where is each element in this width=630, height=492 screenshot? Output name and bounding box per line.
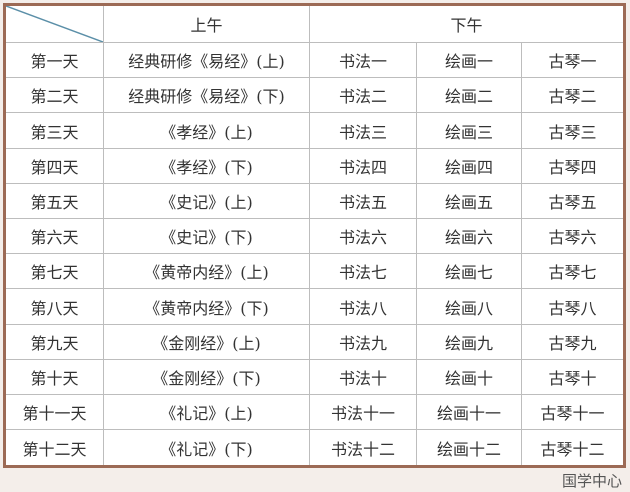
calligraphy-cell: 书法八 bbox=[309, 288, 417, 325]
watermark: 国学中心 bbox=[561, 472, 622, 490]
table-row: 第七天 《黄帝内经》(上) 书法七 绘画七 古琴七 bbox=[4, 253, 625, 290]
morning-cell: 《金刚经》(下) bbox=[103, 358, 310, 396]
painting-cell: 绘画七 bbox=[416, 253, 522, 290]
header-row: 上午 下午 bbox=[4, 4, 625, 43]
calligraphy-cell: 书法五 bbox=[309, 182, 417, 220]
table-row: 第十天 《金刚经》(下) 书法十 绘画十 古琴十 bbox=[4, 358, 625, 396]
calligraphy-cell: 书法一 bbox=[309, 41, 417, 79]
guqin-cell: 古琴四 bbox=[521, 147, 625, 184]
morning-cell: 《孝经》(下) bbox=[103, 147, 310, 184]
calligraphy-cell: 书法十 bbox=[309, 358, 417, 396]
table-row: 第九天 《金刚经》(上) 书法九 绘画九 古琴九 bbox=[4, 323, 625, 360]
calligraphy-cell: 书法二 bbox=[309, 77, 417, 114]
diagonal-header-cell bbox=[4, 4, 104, 43]
morning-cell: 《礼记》(下) bbox=[103, 429, 310, 467]
painting-cell: 绘画十 bbox=[416, 358, 522, 396]
guqin-cell: 古琴九 bbox=[521, 323, 625, 360]
day-cell: 第二天 bbox=[4, 77, 104, 114]
guqin-cell: 古琴二 bbox=[521, 77, 625, 114]
calligraphy-cell: 书法三 bbox=[309, 112, 417, 149]
calligraphy-cell: 书法十二 bbox=[309, 429, 417, 467]
day-cell: 第六天 bbox=[4, 218, 104, 255]
schedule-table: 上午 下午 第一天 经典研修《易经》(上) 书法一 绘画一 古琴一 第二天 经典研修《易经》… bbox=[3, 3, 626, 468]
guqin-cell: 古琴十二 bbox=[521, 429, 625, 467]
guqin-cell: 古琴一 bbox=[521, 41, 625, 79]
table-row: 第六天 《史记》(下) 书法六 绘画六 古琴六 bbox=[4, 218, 625, 255]
day-cell: 第五天 bbox=[4, 182, 104, 220]
day-cell: 第八天 bbox=[4, 288, 104, 325]
painting-cell: 绘画五 bbox=[416, 182, 522, 220]
day-cell: 第十二天 bbox=[4, 429, 104, 467]
morning-cell: 《金刚经》(上) bbox=[103, 323, 310, 360]
calligraphy-cell: 书法十一 bbox=[309, 394, 417, 431]
day-cell: 第一天 bbox=[4, 41, 104, 79]
morning-cell: 经典研修《易经》(下) bbox=[103, 77, 310, 114]
table-row: 第十一天 《礼记》(上) 书法十一 绘画十一 古琴十一 bbox=[4, 394, 625, 431]
morning-cell: 《黄帝内经》(上) bbox=[103, 253, 310, 290]
painting-cell: 绘画六 bbox=[416, 218, 522, 255]
painting-cell: 绘画十一 bbox=[416, 394, 522, 431]
calligraphy-cell: 书法四 bbox=[309, 147, 417, 184]
painting-cell: 绘画十二 bbox=[416, 429, 522, 467]
painting-cell: 绘画九 bbox=[416, 323, 522, 360]
day-cell: 第七天 bbox=[4, 253, 104, 290]
guqin-cell: 古琴十 bbox=[521, 358, 625, 396]
guqin-cell: 古琴七 bbox=[521, 253, 625, 290]
day-cell: 第十天 bbox=[4, 358, 104, 396]
guqin-cell: 古琴五 bbox=[521, 182, 625, 220]
table-row: 第五天 《史记》(上) 书法五 绘画五 古琴五 bbox=[4, 182, 625, 220]
table-row: 第八天 《黄帝内经》(下) 书法八 绘画八 古琴八 bbox=[4, 288, 625, 325]
guqin-cell: 古琴十一 bbox=[521, 394, 625, 431]
table-row: 第一天 经典研修《易经》(上) 书法一 绘画一 古琴一 bbox=[4, 41, 625, 79]
painting-cell: 绘画八 bbox=[416, 288, 522, 325]
morning-cell: 《史记》(下) bbox=[103, 218, 310, 255]
table-row: 第十二天 《礼记》(下) 书法十二 绘画十二 古琴十二 bbox=[4, 429, 625, 467]
morning-cell: 经典研修《易经》(上) bbox=[103, 41, 310, 79]
guqin-cell: 古琴三 bbox=[521, 112, 625, 149]
day-cell: 第四天 bbox=[4, 147, 104, 184]
guqin-cell: 古琴八 bbox=[521, 288, 625, 325]
table-row: 第四天 《孝经》(下) 书法四 绘画四 古琴四 bbox=[4, 147, 625, 184]
header-afternoon: 下午 bbox=[309, 4, 625, 43]
day-cell: 第十一天 bbox=[4, 394, 104, 431]
day-cell: 第九天 bbox=[4, 323, 104, 360]
painting-cell: 绘画一 bbox=[416, 41, 522, 79]
day-cell: 第三天 bbox=[4, 112, 104, 149]
calligraphy-cell: 书法六 bbox=[309, 218, 417, 255]
morning-cell: 《黄帝内经》(下) bbox=[103, 288, 310, 325]
painting-cell: 绘画二 bbox=[416, 77, 522, 114]
header-morning: 上午 bbox=[103, 4, 310, 43]
painting-cell: 绘画四 bbox=[416, 147, 522, 184]
calligraphy-cell: 书法九 bbox=[309, 323, 417, 360]
morning-cell: 《史记》(上) bbox=[103, 182, 310, 220]
guqin-cell: 古琴六 bbox=[521, 218, 625, 255]
table-row: 第三天 《孝经》(上) 书法三 绘画三 古琴三 bbox=[4, 112, 625, 149]
table-row: 第二天 经典研修《易经》(下) 书法二 绘画二 古琴二 bbox=[4, 77, 625, 114]
morning-cell: 《礼记》(上) bbox=[103, 394, 310, 431]
calligraphy-cell: 书法七 bbox=[309, 253, 417, 290]
morning-cell: 《孝经》(上) bbox=[103, 112, 310, 149]
painting-cell: 绘画三 bbox=[416, 112, 522, 149]
